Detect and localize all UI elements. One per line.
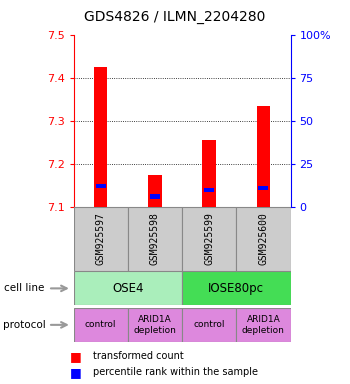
Text: control: control xyxy=(193,320,225,329)
Text: GSM925598: GSM925598 xyxy=(150,213,160,265)
Text: cell line: cell line xyxy=(4,283,44,293)
Bar xyxy=(182,308,236,342)
Bar xyxy=(128,207,182,271)
Bar xyxy=(182,207,236,271)
Text: IOSE80pc: IOSE80pc xyxy=(208,282,264,295)
Text: GDS4826 / ILMN_2204280: GDS4826 / ILMN_2204280 xyxy=(84,10,266,24)
Text: OSE4: OSE4 xyxy=(112,282,144,295)
Text: GSM925600: GSM925600 xyxy=(258,213,268,265)
Text: GSM925597: GSM925597 xyxy=(96,213,106,265)
Text: ARID1A
depletion: ARID1A depletion xyxy=(242,315,285,334)
Text: transformed count: transformed count xyxy=(93,351,183,361)
Text: control: control xyxy=(85,320,116,329)
Bar xyxy=(257,106,270,207)
Bar xyxy=(74,271,182,305)
Text: ■: ■ xyxy=(70,366,82,379)
Bar xyxy=(128,308,182,342)
Bar xyxy=(74,207,128,271)
Bar xyxy=(202,141,216,207)
Bar xyxy=(74,308,128,342)
Text: ■: ■ xyxy=(70,350,82,363)
Text: GSM925599: GSM925599 xyxy=(204,213,214,265)
Bar xyxy=(236,207,290,271)
Bar xyxy=(94,67,107,207)
Text: percentile rank within the sample: percentile rank within the sample xyxy=(93,367,258,377)
Bar xyxy=(236,308,290,342)
Bar xyxy=(258,186,268,190)
Bar xyxy=(148,175,162,207)
Text: ARID1A
depletion: ARID1A depletion xyxy=(133,315,176,334)
Bar xyxy=(182,271,290,305)
Bar xyxy=(96,184,106,188)
Bar xyxy=(150,194,160,199)
Bar xyxy=(204,188,214,192)
Text: protocol: protocol xyxy=(4,320,46,330)
